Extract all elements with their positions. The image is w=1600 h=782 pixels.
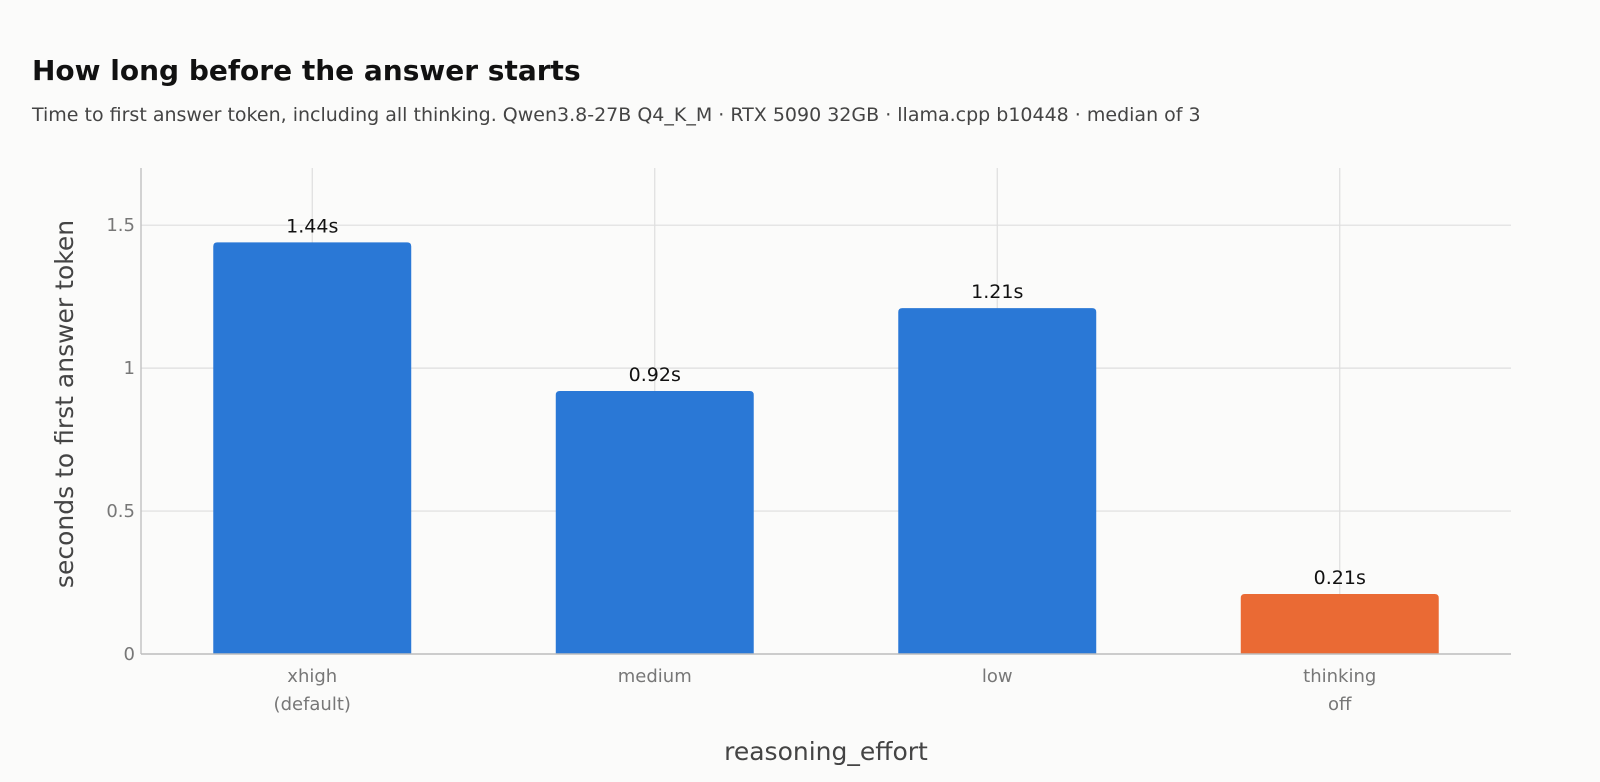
bar-3 [1240,593,1439,654]
x-tick-label: low [982,666,1013,687]
bar-value-label: 0.92s [629,364,681,386]
chart-subtitle: Time to first answer token, including al… [32,104,1201,126]
axes [140,168,1511,655]
bar-2 [898,308,1097,654]
y-tick-label: 0.5 [106,501,135,522]
bar-value-label: 0.21s [1314,567,1366,589]
bar-value-label: 1.21s [971,281,1023,303]
x-tick-label: off [1328,694,1352,715]
bar-0 [213,242,412,654]
bar-value-label: 1.44s [286,215,338,237]
x-tick-label: xhigh [287,666,337,687]
x-axis-title: reasoning_effort [724,737,928,766]
bars [213,242,1439,654]
chart-title: How long before the answer starts [32,54,581,87]
y-tick-label: 0 [124,644,135,665]
x-tick-label: medium [618,666,692,687]
y-axis-title: seconds to first answer token [50,220,79,588]
x-tick-label: (default) [274,694,351,715]
bar-1 [555,390,754,654]
y-tick-label: 1.5 [106,215,135,236]
y-tick-label: 1 [124,358,135,379]
x-tick-label: thinking [1303,666,1376,687]
labels: 0 0.5 1 1.5 1.44s xhigh (default) 0.92s medium 1.… [106,215,1376,715]
